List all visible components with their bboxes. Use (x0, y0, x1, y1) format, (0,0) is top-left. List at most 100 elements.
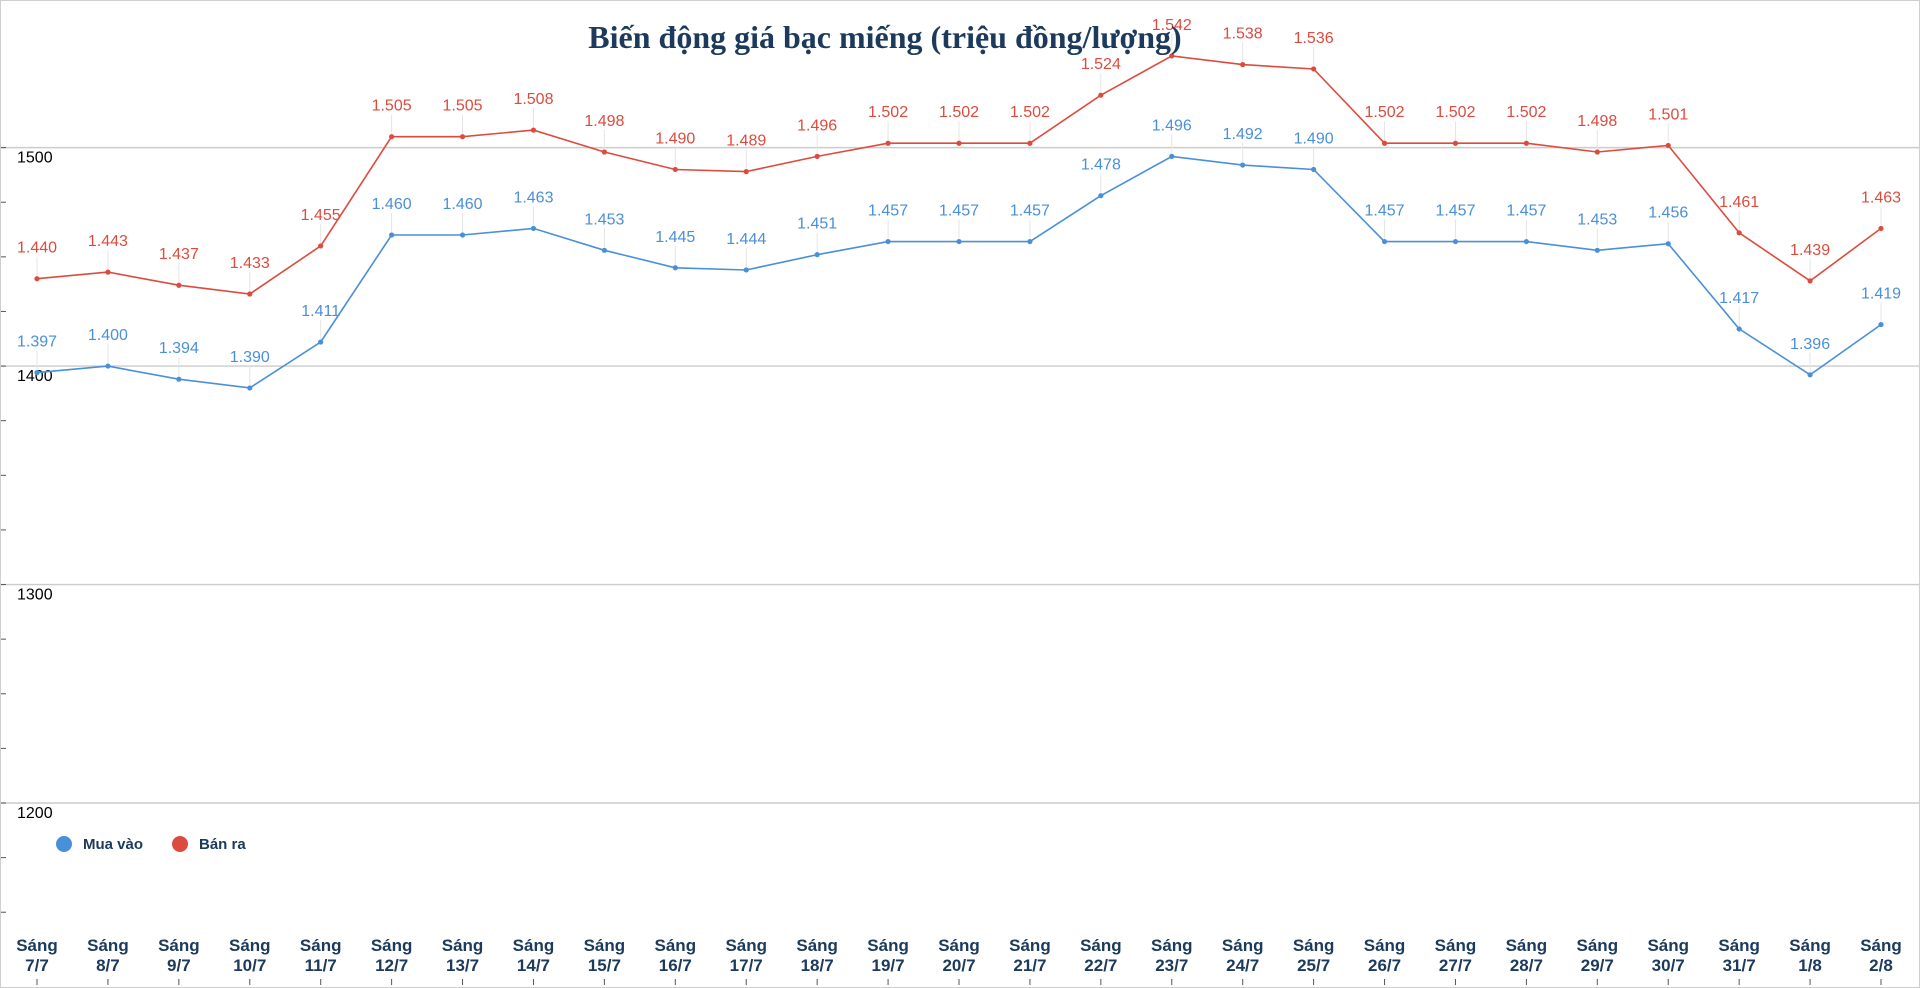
data-label: 1.502 (939, 104, 979, 121)
data-label: 1.505 (443, 98, 483, 115)
data-label: 1.444 (726, 231, 766, 248)
x-tick-label: Sáng 11/7 (300, 936, 342, 975)
data-point (1523, 238, 1529, 245)
data-label: 1.453 (584, 211, 624, 228)
legend-marker (56, 836, 72, 852)
data-label: 1.508 (513, 91, 553, 108)
data-point (34, 370, 40, 376)
data-point (459, 134, 466, 140)
data-label: 1.440 (17, 240, 57, 257)
x-tick-label: Sáng 23/7 (1151, 936, 1193, 975)
data-point (105, 363, 111, 369)
data-label: 1.417 (1719, 290, 1759, 307)
grid-layer: 1200 1300 1400 1500 (1, 146, 1919, 913)
data-label: 1.489 (726, 133, 766, 150)
data-point (885, 140, 891, 146)
data-label: 1.478 (1081, 157, 1121, 174)
data-label: 1.460 (372, 196, 412, 213)
data-label: 1.492 (1223, 126, 1263, 143)
data-point (814, 153, 820, 159)
data-label: 1.502 (1435, 104, 1475, 121)
data-point (1240, 62, 1246, 68)
data-label: 1.439 (1790, 242, 1830, 259)
data-point (176, 376, 182, 382)
x-tick-label: Sáng 20/7 (938, 936, 980, 975)
data-point (1736, 230, 1742, 236)
data-point (743, 169, 749, 175)
y-tick-label-1400: 1400 (17, 368, 53, 385)
x-tick-label: Sáng 24/7 (1222, 936, 1264, 975)
data-point (1452, 238, 1459, 245)
data-label: 1.501 (1648, 106, 1688, 123)
data-label: 1.443 (88, 233, 128, 250)
data-point (176, 282, 182, 288)
x-axis-layer: Sáng 7/7 Sáng 8/7 Sáng 9/7 Sáng 10/7 Sáng 11/7 Sán… (16, 936, 1902, 985)
data-point (1381, 238, 1388, 245)
chart-title: Biến động giá bạc miếng (triệu đồng/lượn… (588, 19, 1182, 55)
data-point (885, 238, 891, 245)
x-tick-label: Sáng 19/7 (867, 936, 909, 975)
legend-marker (172, 836, 188, 852)
data-point (672, 166, 678, 173)
x-tick-label: Sáng 31/7 (1718, 936, 1760, 975)
data-label: 1.502 (1506, 104, 1546, 121)
x-tick-label: Sáng 15/7 (584, 936, 626, 975)
x-tick-label: Sáng 28/7 (1506, 936, 1548, 975)
data-label: 1.490 (655, 130, 695, 147)
data-point (105, 269, 111, 275)
series-line-mua-vao (36, 155, 1882, 389)
legend-label: Bán ra (199, 836, 246, 853)
x-tick-label: Sáng 25/7 (1293, 936, 1335, 975)
data-label: 1.490 (1294, 130, 1334, 147)
data-label: 1.396 (1790, 336, 1830, 353)
data-label: 1.457 (868, 203, 908, 220)
data-label: 1.502 (1010, 104, 1050, 121)
data-label-layer: 1.397 1.400 1.394 1.390 1.411 1.460 1.460 1.463… (17, 17, 1901, 385)
data-point (1807, 278, 1813, 284)
data-point (247, 291, 253, 297)
data-point (1169, 53, 1175, 59)
y-tick-label-1500: 1500 (17, 150, 53, 167)
data-label: 1.463 (1861, 189, 1901, 206)
data-label: 1.505 (372, 98, 412, 115)
x-tick-label: Sáng 17/7 (725, 936, 767, 975)
data-point (743, 267, 749, 273)
data-label: 1.536 (1294, 30, 1334, 47)
data-point (672, 265, 678, 271)
series-layer (34, 53, 1884, 391)
data-label: 1.542 (1152, 17, 1192, 34)
series-line-ban-ra (36, 55, 1882, 295)
data-label: 1.496 (797, 117, 837, 134)
data-point (1665, 241, 1671, 247)
data-label: 1.445 (655, 229, 695, 246)
data-point (1594, 247, 1600, 253)
x-tick-label: Sáng 14/7 (513, 936, 555, 975)
data-point (1665, 142, 1671, 149)
data-point (1736, 326, 1742, 332)
data-point (1452, 140, 1459, 146)
x-tick-label: Sáng 22/7 (1080, 936, 1122, 975)
data-label: 1.502 (1365, 104, 1405, 121)
data-label: 1.453 (1577, 211, 1617, 228)
y-tick-label-1300: 1300 (17, 587, 53, 604)
data-point (1098, 193, 1104, 199)
x-tick-label: Sáng 9/7 (158, 936, 200, 975)
data-point (1240, 162, 1246, 168)
data-label: 1.461 (1719, 194, 1759, 211)
data-label: 1.457 (1365, 203, 1405, 220)
data-point (247, 385, 253, 391)
x-tick-label: Sáng 16/7 (655, 936, 697, 975)
x-tick-label: Sáng 12/7 (371, 936, 413, 975)
data-label: 1.502 (868, 104, 908, 121)
data-point (956, 140, 962, 146)
data-point (1594, 149, 1600, 155)
x-tick-label: Sáng 13/7 (442, 936, 484, 975)
data-point (1381, 140, 1388, 146)
data-label: 1.397 (17, 334, 57, 351)
x-tick-label: Sáng 1/8 (1789, 936, 1831, 975)
data-label: 1.463 (513, 189, 553, 206)
data-point (389, 232, 395, 238)
data-point (318, 339, 324, 345)
